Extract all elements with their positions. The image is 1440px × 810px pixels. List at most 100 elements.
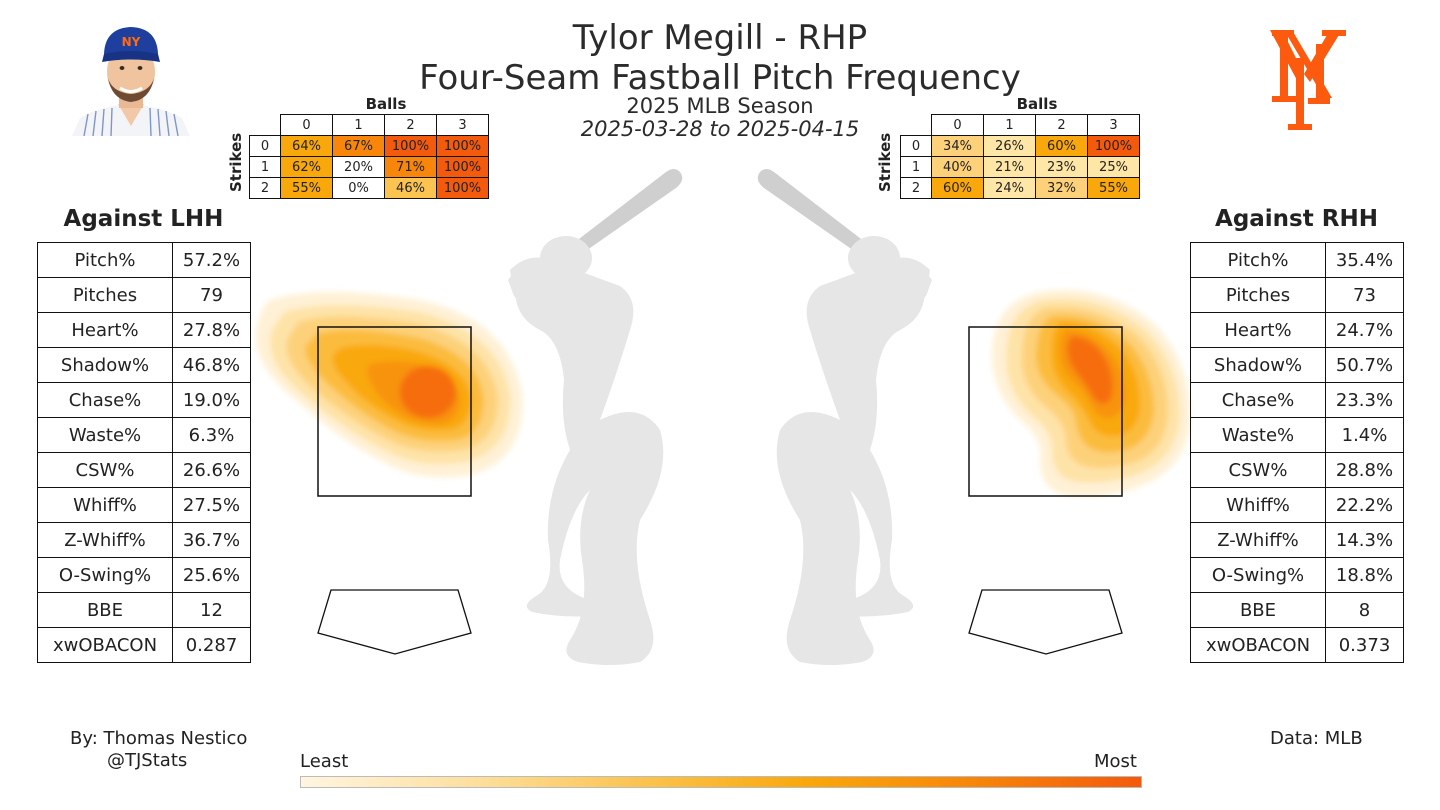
lhh-stats-row: Pitch% 57.2% [37, 242, 251, 278]
lhh-stats-row: Shadow% 46.8% [37, 347, 251, 383]
lhh-stat-label: Whiff% [37, 487, 173, 523]
lhh-stat-label: CSW% [37, 452, 173, 488]
rhh-strikes-header: 0 [900, 135, 932, 157]
rhh-stats-row: CSW% 28.8% [1190, 452, 1404, 488]
lhh-strikes-header: 0 [249, 135, 281, 157]
lhh-count-cell: 46% [384, 177, 437, 199]
date-range: 2025-03-28 to 2025-04-15 [580, 117, 860, 141]
lhh-stat-label: Z-Whiff% [37, 522, 173, 558]
rhh-balls-header: 2 [1035, 114, 1088, 136]
rhh-stat-label: BBE [1190, 592, 1326, 628]
rhh-stat-label: Heart% [1190, 312, 1326, 348]
lhh-stat-value: 27.8% [172, 312, 251, 348]
rhh-strikes-header: 2 [900, 177, 932, 199]
lhh-stats-row: Z-Whiff% 36.7% [37, 522, 251, 558]
author-handle: @TJStats [107, 750, 188, 771]
lhh-balls-header: 0 [280, 114, 333, 136]
lhh-count-cell: 100% [436, 135, 489, 157]
lhh-stat-label: Pitch% [37, 242, 173, 278]
lhh-stat-label: BBE [37, 592, 173, 628]
rhh-home-plate [968, 589, 1123, 655]
lhh-stats-row: O-Swing% 25.6% [37, 557, 251, 593]
rhh-count-cell: 21% [983, 156, 1036, 178]
rhh-stats-row: O-Swing% 18.8% [1190, 557, 1404, 593]
lhh-stat-value: 6.3% [172, 417, 251, 453]
lhh-stat-value: 46.8% [172, 347, 251, 383]
lhh-strike-zone [317, 326, 472, 497]
legend-least-label: Least [300, 751, 349, 772]
lhh-stat-value: 19.0% [172, 382, 251, 418]
lhh-strikes-axis-title: Strikes [227, 132, 245, 192]
rhh-stat-value: 18.8% [1325, 557, 1404, 593]
lhh-count-cell: 100% [384, 135, 437, 157]
rhh-balls-header: 3 [1087, 114, 1140, 136]
lhh-stats-row: Pitches 79 [37, 277, 251, 313]
density-colorbar [300, 776, 1142, 788]
rhh-balls-header: 0 [931, 114, 984, 136]
rhh-stats-row: Chase% 23.3% [1190, 382, 1404, 418]
lhh-stat-label: Waste% [37, 417, 173, 453]
rhh-count-cell: 60% [1035, 135, 1088, 157]
lhh-stats-row: xwOBACON 0.287 [37, 627, 251, 663]
rhh-count-cell: 25% [1087, 156, 1140, 178]
rhh-stats-row: Shadow% 50.7% [1190, 347, 1404, 383]
author-credit: By: Thomas Nestico [70, 728, 248, 749]
rhh-stat-value: 23.3% [1325, 382, 1404, 418]
lhh-count-cell: 100% [436, 156, 489, 178]
rhh-stat-label: Pitches [1190, 277, 1326, 313]
rhh-balls-header: 1 [983, 114, 1036, 136]
svg-text:NY: NY [122, 35, 141, 49]
rhh-stat-value: 28.8% [1325, 452, 1404, 488]
rhh-stat-label: Waste% [1190, 417, 1326, 453]
lhh-stats-table: Pitch% 57.2% Pitches 79 Heart% 27.8% Shadow% 46… [37, 242, 251, 663]
rhh-stat-label: Chase% [1190, 382, 1326, 418]
lhh-density-heatmap [255, 292, 523, 478]
lhh-stat-value: 79 [172, 277, 251, 313]
lhh-balls-axis-title: Balls [365, 95, 407, 113]
lhh-count-cell: 64% [280, 135, 333, 157]
rhh-strike-zone [968, 326, 1123, 497]
lhh-home-plate [317, 589, 472, 655]
rhh-stat-value: 35.4% [1325, 242, 1404, 278]
rhh-stat-value: 1.4% [1325, 417, 1404, 453]
rhh-count-grid: 0 1 2 3 0 34% 26% 60% 100% 1 40% 21% 23% 25% 2 60% 24% 32… [900, 114, 1140, 199]
rhh-stat-label: Z-Whiff% [1190, 522, 1326, 558]
rhh-stats-row: Z-Whiff% 14.3% [1190, 522, 1404, 558]
lhh-count-cell: 67% [332, 135, 385, 157]
lhh-stat-label: xwOBACON [37, 627, 173, 663]
season-label: 2025 MLB Season [626, 94, 814, 118]
rhh-stat-label: Whiff% [1190, 487, 1326, 523]
lhh-stat-label: Heart% [37, 312, 173, 348]
lhh-stat-value: 12 [172, 592, 251, 628]
rhh-stat-value: 22.2% [1325, 487, 1404, 523]
legend-most-label: Most [1094, 751, 1137, 772]
rhh-count-cell: 40% [931, 156, 984, 178]
rhh-stat-label: CSW% [1190, 452, 1326, 488]
lhh-stat-value: 25.6% [172, 557, 251, 593]
lhh-count-cell: 100% [436, 177, 489, 199]
lhh-balls-header: 2 [384, 114, 437, 136]
rhh-stats-row: Pitch% 35.4% [1190, 242, 1404, 278]
rhh-stats-row: Waste% 1.4% [1190, 417, 1404, 453]
lhh-strikes-header: 1 [249, 156, 281, 178]
rhh-count-cell: 100% [1087, 135, 1140, 157]
lhh-stat-label: Chase% [37, 382, 173, 418]
lhh-stat-value: 36.7% [172, 522, 251, 558]
lhh-stats-row: Waste% 6.3% [37, 417, 251, 453]
rhh-stat-label: O-Swing% [1190, 557, 1326, 593]
lhh-balls-header: 1 [332, 114, 385, 136]
rhh-stats-row: Whiff% 22.2% [1190, 487, 1404, 523]
lhh-strikes-header: 2 [249, 177, 281, 199]
lhh-table-title: Against LHH [63, 206, 224, 232]
lhh-stat-value: 26.6% [172, 452, 251, 488]
lhh-stat-label: Pitches [37, 277, 173, 313]
rhh-stat-value: 0.373 [1325, 627, 1404, 663]
lhh-stats-row: CSW% 26.6% [37, 452, 251, 488]
lhh-count-cell: 55% [280, 177, 333, 199]
lhh-count-cell: 20% [332, 156, 385, 178]
rhh-count-cell: 60% [931, 177, 984, 199]
rhh-stats-row: BBE 8 [1190, 592, 1404, 628]
rhh-count-cell: 23% [1035, 156, 1088, 178]
player-headshot: NY [72, 27, 190, 136]
